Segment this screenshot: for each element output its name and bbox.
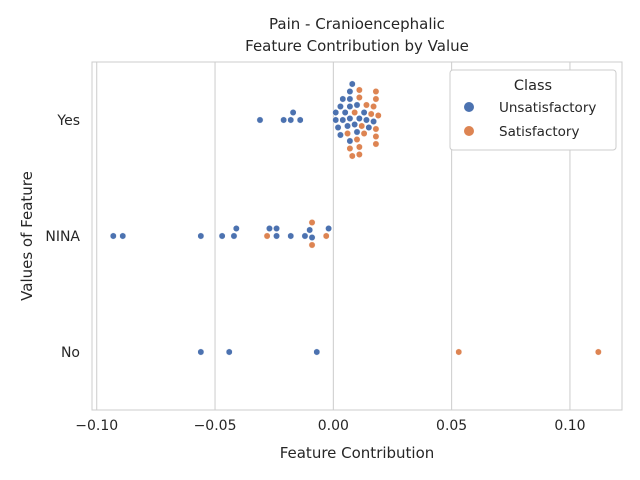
- data-point-unsatisfactory: [348, 80, 356, 88]
- data-point-unsatisfactory: [197, 348, 205, 356]
- legend-label-unsatisfactory: Unsatisfactory: [499, 100, 596, 116]
- data-point-unsatisfactory: [363, 116, 370, 124]
- x-tick-label: 0.10: [554, 418, 585, 434]
- data-point-satisfactory: [370, 103, 378, 110]
- data-point-unsatisfactory: [119, 232, 127, 240]
- data-point-unsatisfactory: [289, 109, 297, 116]
- data-point-unsatisfactory: [232, 225, 240, 232]
- data-point-unsatisfactory: [353, 128, 361, 136]
- x-tick-labels: −0.10 −0.05 0.00 0.05 0.10: [75, 418, 585, 434]
- legend-marker-satisfactory: [464, 126, 474, 136]
- legend-marker-unsatisfactory: [464, 102, 474, 112]
- data-point-satisfactory: [348, 152, 356, 160]
- data-point-unsatisfactory: [225, 348, 233, 356]
- x-tick-label: 0.00: [318, 418, 349, 434]
- data-point-satisfactory: [594, 348, 602, 356]
- data-point-satisfactory: [372, 133, 380, 140]
- data-point-satisfactory: [344, 130, 351, 137]
- data-point-unsatisfactory: [346, 115, 354, 122]
- data-point-satisfactory: [308, 241, 316, 249]
- data-point-satisfactory: [355, 143, 363, 151]
- data-point-unsatisfactory: [346, 103, 354, 110]
- data-point-unsatisfactory: [218, 232, 226, 240]
- data-point-satisfactory: [372, 140, 380, 148]
- data-point-satisfactory: [263, 232, 271, 240]
- data-point-unsatisfactory: [332, 109, 340, 116]
- data-point-satisfactory: [351, 109, 359, 116]
- data-point-unsatisfactory: [351, 121, 359, 128]
- legend-label-satisfactory: Satisfactory: [499, 124, 579, 140]
- data-point-satisfactory: [322, 232, 330, 240]
- data-point-satisfactory: [355, 86, 363, 94]
- data-point-unsatisfactory: [256, 116, 264, 124]
- x-tick-label: −0.05: [194, 418, 237, 434]
- data-point-unsatisfactory: [287, 232, 295, 240]
- data-point-unsatisfactory: [230, 232, 238, 240]
- data-point-unsatisfactory: [301, 232, 309, 240]
- y-tick-label: Yes: [56, 113, 80, 129]
- legend: Class Unsatisfactory Satisfactory: [449, 69, 617, 151]
- data-point-unsatisfactory: [197, 232, 205, 240]
- data-point-satisfactory: [308, 219, 316, 226]
- data-point-unsatisfactory: [355, 115, 363, 122]
- data-point-unsatisfactory: [306, 226, 314, 234]
- data-point-unsatisfactory: [332, 116, 340, 124]
- data-point-unsatisfactory: [273, 232, 280, 240]
- data-point-unsatisfactory: [346, 88, 354, 95]
- chart-title-line-2: Feature Contribution by Value: [245, 37, 469, 55]
- data-point-unsatisfactory: [280, 116, 288, 124]
- data-point-satisfactory: [372, 95, 380, 103]
- data-point-unsatisfactory: [346, 137, 354, 145]
- data-point-unsatisfactory: [370, 118, 378, 125]
- x-tick-label: −0.10: [75, 418, 118, 434]
- data-point-unsatisfactory: [325, 225, 333, 232]
- data-point-satisfactory: [355, 151, 363, 158]
- data-point-unsatisfactory: [334, 124, 342, 131]
- data-point-unsatisfactory: [296, 116, 304, 124]
- data-points: [109, 80, 602, 356]
- x-axis-label: Feature Contribution: [280, 444, 435, 462]
- data-point-unsatisfactory: [341, 109, 349, 116]
- data-point-satisfactory: [372, 125, 380, 133]
- data-point-unsatisfactory: [365, 124, 373, 131]
- data-point-unsatisfactory: [313, 348, 321, 356]
- data-point-satisfactory: [367, 110, 375, 118]
- data-point-unsatisfactory: [109, 232, 117, 240]
- y-tick-labels: Yes NINA No: [45, 113, 80, 361]
- data-point-unsatisfactory: [336, 131, 344, 139]
- data-point-satisfactory: [374, 112, 382, 119]
- y-tick-label: NINA: [45, 229, 80, 245]
- data-point-satisfactory: [363, 101, 370, 109]
- data-point-satisfactory: [355, 94, 363, 101]
- legend-box: [449, 69, 617, 151]
- chart-title-line-1: Pain - Cranioencephalic: [269, 15, 445, 33]
- data-point-unsatisfactory: [346, 95, 354, 103]
- data-point-satisfactory: [353, 136, 361, 143]
- legend-title: Class: [514, 78, 552, 94]
- data-point-unsatisfactory: [273, 225, 280, 232]
- data-point-satisfactory: [372, 88, 380, 95]
- data-point-unsatisfactory: [287, 116, 295, 124]
- x-tick-label: 0.05: [436, 418, 467, 434]
- data-point-satisfactory: [358, 122, 366, 130]
- data-point-satisfactory: [360, 130, 368, 137]
- data-point-unsatisfactory: [344, 122, 351, 130]
- y-tick-label: No: [61, 345, 80, 361]
- data-point-unsatisfactory: [336, 103, 344, 110]
- data-point-unsatisfactory: [308, 234, 316, 241]
- y-axis-label: Values of Feature: [18, 171, 36, 301]
- data-point-unsatisfactory: [353, 101, 361, 109]
- data-point-unsatisfactory: [360, 109, 368, 116]
- data-point-satisfactory: [346, 145, 354, 152]
- plot-frame: [91, 61, 623, 411]
- data-point-unsatisfactory: [339, 95, 347, 103]
- data-point-unsatisfactory: [339, 116, 347, 124]
- data-point-unsatisfactory: [266, 225, 273, 232]
- data-point-satisfactory: [455, 348, 463, 356]
